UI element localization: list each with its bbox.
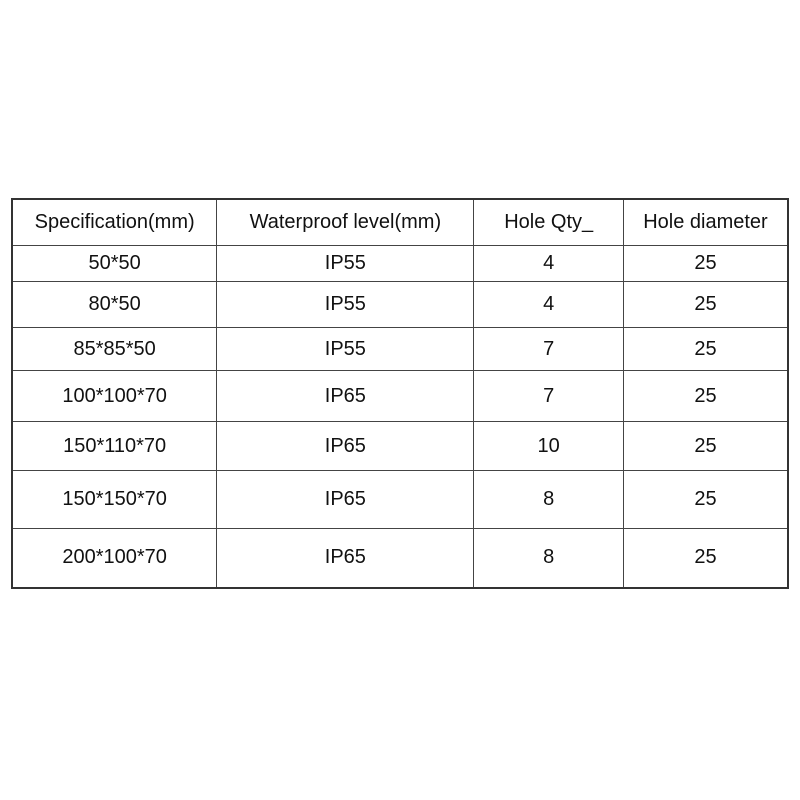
table-row: 150*110*70 IP65 10 25	[11, 421, 789, 471]
table-row: 80*50 IP55 4 25	[11, 281, 789, 328]
table-cell: 150*150*70	[11, 470, 218, 529]
table-row: 85*85*50 IP55 7 25	[11, 327, 789, 371]
table-cell: 150*110*70	[11, 421, 218, 471]
table-cell: 7	[473, 370, 624, 422]
table-cell: 85*85*50	[11, 327, 218, 371]
header-cell: Hole diameter	[622, 198, 789, 246]
table-cell: IP65	[216, 370, 475, 422]
table-cell: 200*100*70	[11, 528, 218, 588]
table-cell: IP65	[216, 528, 475, 588]
table-cell: 25	[622, 528, 789, 588]
table-cell: 50*50	[11, 245, 218, 282]
table-cell: 4	[473, 245, 624, 282]
table-cell: IP55	[216, 245, 475, 282]
header-cell: Waterproof level(mm)	[216, 198, 475, 246]
table-cell: IP65	[216, 470, 475, 529]
table-cell: 8	[473, 528, 624, 588]
header-cell: Specification(mm)	[11, 198, 218, 246]
table-cell: 25	[622, 421, 789, 471]
header-row: Specification(mm) Waterproof level(mm) H…	[11, 198, 789, 246]
table-cell: 25	[622, 470, 789, 529]
header-cell: Hole Qty_	[473, 198, 624, 246]
table-cell: IP55	[216, 281, 475, 328]
table-cell: 25	[622, 281, 789, 328]
table-cell: IP55	[216, 327, 475, 371]
table-cell: 4	[473, 281, 624, 328]
table-cell: 25	[622, 245, 789, 282]
table-cell: 7	[473, 327, 624, 371]
table-cell: 100*100*70	[11, 370, 218, 422]
spec-table: Specification(mm) Waterproof level(mm) H…	[11, 198, 789, 589]
table-cell: IP65	[216, 421, 475, 471]
table-row: 150*150*70 IP65 8 25	[11, 470, 789, 529]
table-cell: 10	[473, 421, 624, 471]
table-row: 50*50 IP55 4 25	[11, 245, 789, 282]
table-row: 200*100*70 IP65 8 25	[11, 528, 789, 588]
table-cell: 8	[473, 470, 624, 529]
table-row: 100*100*70 IP65 7 25	[11, 370, 789, 422]
table-cell: 25	[622, 370, 789, 422]
table-cell: 80*50	[11, 281, 218, 328]
table-cell: 25	[622, 327, 789, 371]
